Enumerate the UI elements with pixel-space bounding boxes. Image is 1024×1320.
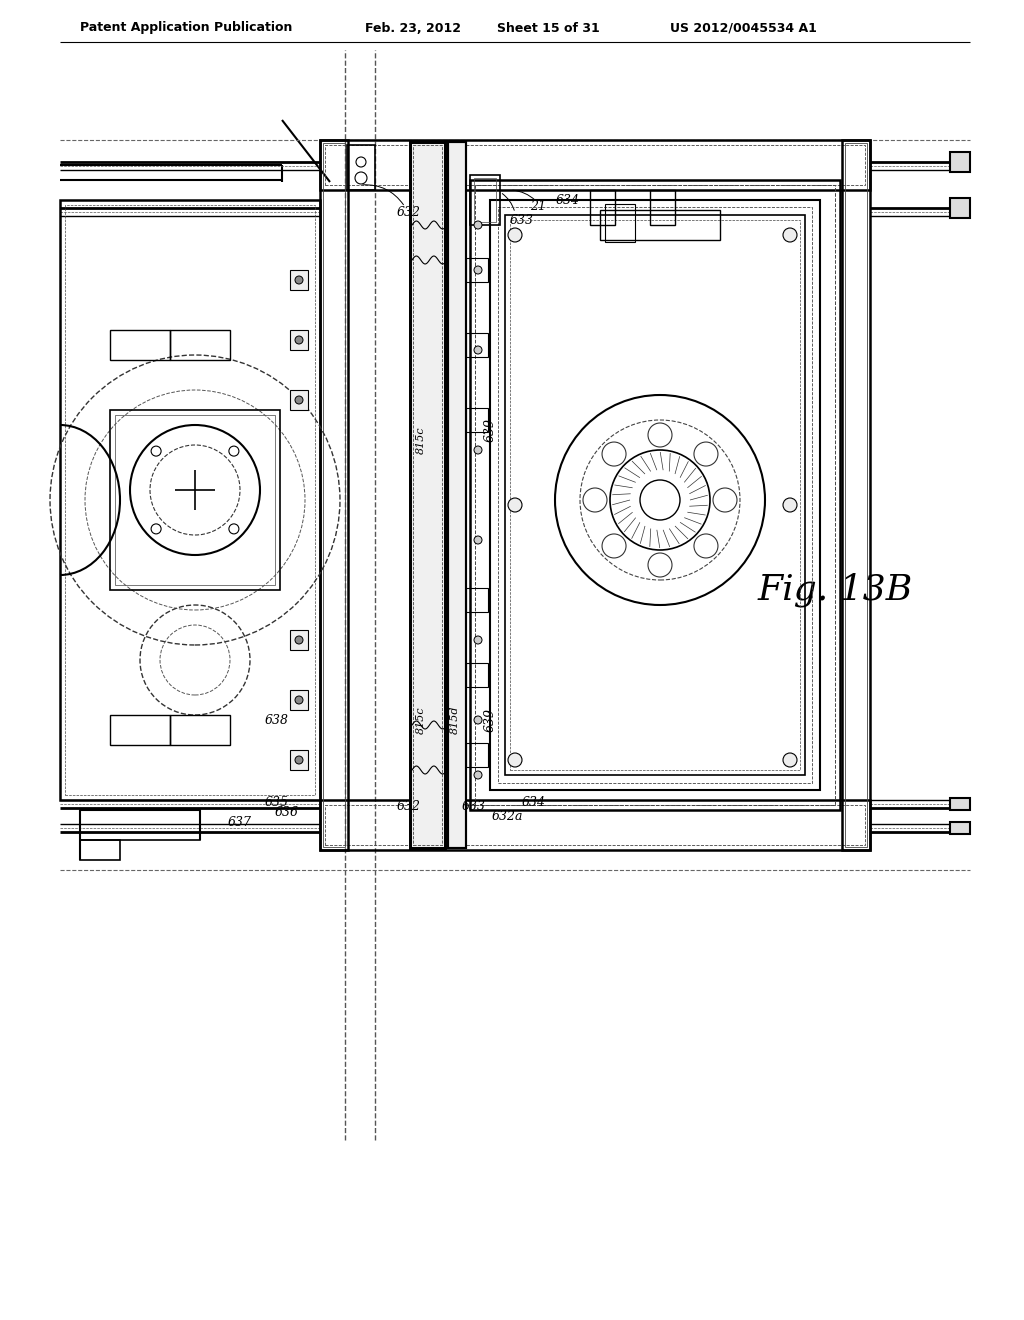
Bar: [449, 143, 466, 847]
Text: 636: 636: [275, 805, 299, 818]
Text: 632: 632: [397, 800, 421, 813]
Bar: [466, 587, 488, 612]
Text: US 2012/0045534 A1: US 2012/0045534 A1: [670, 21, 817, 34]
Bar: [466, 663, 488, 686]
Bar: [80, 840, 120, 861]
Bar: [505, 215, 805, 775]
Bar: [466, 257, 488, 282]
Bar: [290, 690, 308, 710]
Circle shape: [783, 498, 797, 512]
Text: Sheet 15 of 31: Sheet 15 of 31: [497, 21, 600, 34]
Bar: [290, 389, 308, 411]
Bar: [170, 715, 230, 744]
Circle shape: [295, 756, 303, 764]
Bar: [470, 176, 500, 224]
Bar: [110, 330, 170, 360]
Bar: [290, 630, 308, 649]
Text: 634: 634: [522, 796, 546, 808]
Bar: [466, 743, 488, 767]
Text: 635: 635: [265, 796, 289, 808]
Circle shape: [295, 276, 303, 284]
Bar: [319, 140, 348, 850]
Text: 638: 638: [265, 714, 289, 726]
Circle shape: [474, 267, 482, 275]
Circle shape: [508, 498, 522, 512]
Bar: [323, 143, 345, 847]
Bar: [650, 190, 675, 224]
Bar: [60, 201, 319, 800]
Bar: [325, 145, 865, 185]
Circle shape: [474, 771, 482, 779]
Bar: [65, 205, 315, 795]
Bar: [605, 205, 635, 242]
Bar: [600, 210, 720, 240]
Circle shape: [474, 446, 482, 454]
Circle shape: [474, 220, 482, 228]
Bar: [319, 800, 870, 850]
Text: 639: 639: [483, 418, 497, 442]
Bar: [290, 750, 308, 770]
Circle shape: [474, 715, 482, 723]
Text: Fig. 13B: Fig. 13B: [758, 573, 912, 607]
Bar: [842, 140, 870, 850]
Text: Feb. 23, 2012: Feb. 23, 2012: [365, 21, 461, 34]
Circle shape: [508, 228, 522, 242]
Bar: [845, 143, 867, 847]
Bar: [110, 411, 280, 590]
Text: 815c: 815c: [416, 426, 426, 454]
Circle shape: [295, 337, 303, 345]
Bar: [474, 178, 496, 222]
Bar: [115, 414, 275, 585]
Text: 815d: 815d: [450, 706, 460, 734]
Bar: [80, 810, 200, 840]
Bar: [950, 198, 970, 218]
Bar: [950, 799, 970, 810]
Bar: [475, 185, 835, 805]
Bar: [413, 145, 442, 845]
Bar: [466, 333, 488, 356]
Circle shape: [295, 696, 303, 704]
Bar: [410, 143, 445, 847]
Bar: [498, 207, 812, 783]
Bar: [319, 140, 870, 190]
Text: 632: 632: [397, 206, 421, 219]
Bar: [470, 180, 840, 810]
Text: 634: 634: [556, 194, 580, 206]
Text: 633: 633: [510, 214, 534, 227]
Bar: [325, 805, 865, 845]
Bar: [110, 715, 170, 744]
Text: 815c: 815c: [416, 706, 426, 734]
Circle shape: [783, 228, 797, 242]
Text: 637: 637: [228, 816, 252, 829]
Bar: [490, 201, 820, 789]
Circle shape: [474, 536, 482, 544]
Bar: [410, 143, 445, 847]
Circle shape: [474, 346, 482, 354]
Text: 639: 639: [483, 708, 497, 733]
Bar: [590, 190, 615, 224]
Bar: [347, 145, 375, 190]
Text: 632a: 632a: [492, 810, 523, 824]
Text: 633: 633: [462, 800, 486, 813]
Bar: [290, 271, 308, 290]
Bar: [466, 408, 488, 432]
Circle shape: [508, 752, 522, 767]
Circle shape: [295, 636, 303, 644]
Bar: [170, 330, 230, 360]
Bar: [290, 330, 308, 350]
Circle shape: [783, 752, 797, 767]
Bar: [950, 152, 970, 172]
Circle shape: [474, 636, 482, 644]
Bar: [950, 822, 970, 834]
Bar: [449, 143, 466, 847]
Text: 21: 21: [530, 201, 546, 214]
Circle shape: [295, 396, 303, 404]
Bar: [510, 220, 800, 770]
Text: Patent Application Publication: Patent Application Publication: [80, 21, 293, 34]
